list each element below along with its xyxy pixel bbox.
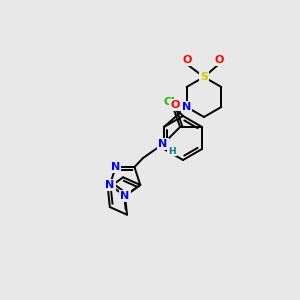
Text: O: O: [170, 100, 180, 110]
Text: O: O: [182, 55, 192, 65]
Text: H: H: [168, 146, 176, 155]
Text: O: O: [214, 55, 224, 65]
Text: Cl: Cl: [163, 97, 175, 107]
Text: N: N: [105, 180, 115, 190]
Text: N: N: [182, 102, 191, 112]
Text: N: N: [120, 191, 130, 201]
Text: S: S: [200, 72, 208, 82]
Text: N: N: [158, 139, 168, 149]
Text: N: N: [111, 162, 120, 172]
